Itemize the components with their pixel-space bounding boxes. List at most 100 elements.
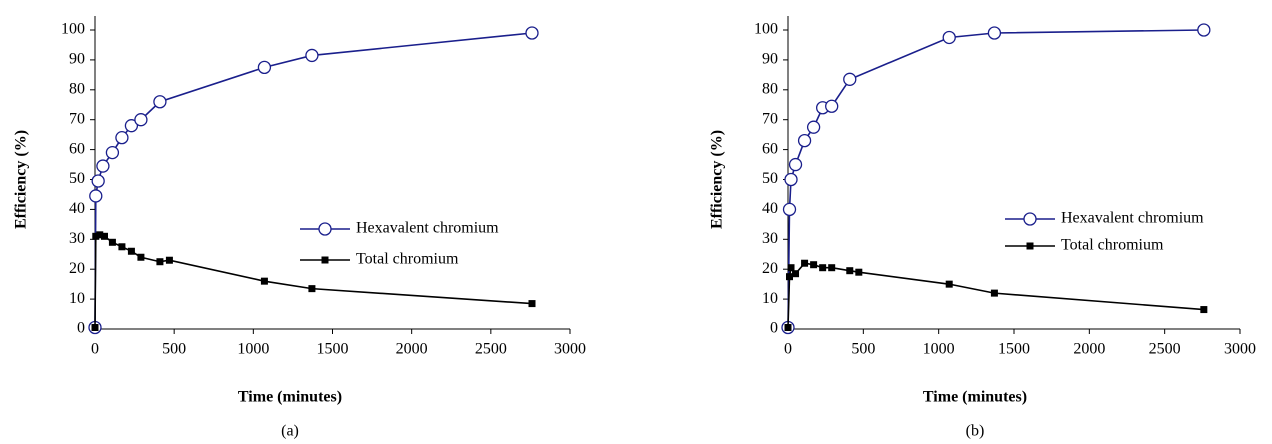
x-tick-label: 1000 xyxy=(923,341,955,358)
y-tick-label: 0 xyxy=(77,320,85,337)
x-tick-label: 500 xyxy=(162,341,186,358)
marker xyxy=(825,99,839,113)
x-axis-label: Time (minutes) xyxy=(238,389,342,406)
marker xyxy=(810,261,818,269)
marker xyxy=(92,232,100,240)
marker xyxy=(118,243,126,251)
marker xyxy=(260,277,268,285)
y-tick-label: 0 xyxy=(770,320,778,337)
marker xyxy=(787,264,795,272)
marker xyxy=(828,264,836,272)
marker xyxy=(305,48,319,63)
legend-label: Hexavalent chromium xyxy=(356,220,499,237)
x-tick-label: 2000 xyxy=(396,341,428,358)
marker xyxy=(784,324,792,332)
marker xyxy=(153,95,167,109)
marker xyxy=(91,324,99,332)
y-tick-label: 100 xyxy=(61,21,85,38)
y-tick-label: 100 xyxy=(754,21,778,38)
legend-label: Hexavalent chromium xyxy=(1061,210,1204,227)
y-tick-label: 90 xyxy=(762,51,778,68)
marker xyxy=(257,60,272,75)
x-tick-label: 1000 xyxy=(237,341,269,358)
y-tick-label: 80 xyxy=(69,80,85,97)
y-tick-label: 80 xyxy=(762,80,778,97)
x-tick-label: 1500 xyxy=(998,341,1030,358)
marker xyxy=(124,119,139,133)
marker xyxy=(137,253,145,261)
caption: (b) xyxy=(966,423,985,440)
x-tick-label: 500 xyxy=(851,341,875,358)
y-tick-label: 40 xyxy=(69,200,85,217)
y-tick-label: 10 xyxy=(69,290,85,307)
x-tick-label: 3000 xyxy=(554,341,586,358)
marker xyxy=(788,157,803,172)
y-tick-label: 50 xyxy=(762,170,778,187)
y-tick-label: 30 xyxy=(69,230,85,247)
x-tick-label: 3000 xyxy=(1224,341,1256,358)
y-tick-label: 70 xyxy=(762,110,778,127)
marker xyxy=(528,300,536,308)
y-tick-label: 20 xyxy=(69,260,85,277)
marker xyxy=(96,159,110,173)
legend-marker xyxy=(318,222,332,236)
marker xyxy=(127,247,135,255)
x-tick-label: 2500 xyxy=(475,341,507,358)
marker xyxy=(990,289,998,297)
x-tick-label: 1500 xyxy=(317,341,349,358)
y-tick-label: 60 xyxy=(69,140,85,157)
marker xyxy=(987,26,1002,40)
y-tick-label: 10 xyxy=(762,290,778,307)
marker xyxy=(855,268,863,276)
legend-marker xyxy=(1026,242,1034,250)
marker xyxy=(308,285,316,293)
marker xyxy=(782,202,797,217)
marker xyxy=(846,267,854,275)
marker xyxy=(942,30,956,45)
marker xyxy=(797,133,812,148)
marker xyxy=(1200,306,1208,314)
marker xyxy=(96,231,104,239)
y-axis-label: Efficiency (%) xyxy=(13,130,30,229)
legend-marker xyxy=(1023,212,1037,226)
y-tick-label: 70 xyxy=(69,110,85,127)
x-axis-label: Time (minutes) xyxy=(923,389,1027,406)
marker xyxy=(945,280,953,288)
y-tick-label: 40 xyxy=(762,200,778,217)
legend-label: Total chromium xyxy=(1061,237,1164,254)
y-tick-label: 30 xyxy=(762,230,778,247)
legend-marker xyxy=(321,256,329,264)
caption: (a) xyxy=(281,423,299,440)
marker xyxy=(105,145,120,160)
y-axis-label: Efficiency (%) xyxy=(709,130,726,229)
marker xyxy=(792,270,800,278)
marker xyxy=(134,113,148,127)
x-tick-label: 0 xyxy=(91,341,99,358)
x-tick-label: 2500 xyxy=(1149,341,1181,358)
marker xyxy=(819,264,827,272)
x-tick-label: 0 xyxy=(784,341,792,358)
marker xyxy=(784,172,798,187)
marker xyxy=(786,273,794,281)
legend-label: Total chromium xyxy=(356,251,459,268)
y-tick-label: 90 xyxy=(69,51,85,68)
marker xyxy=(101,232,108,240)
series-line xyxy=(94,233,533,328)
marker xyxy=(801,259,809,267)
marker xyxy=(525,26,539,40)
marker xyxy=(165,256,173,264)
y-tick-label: 60 xyxy=(762,140,778,157)
y-tick-label: 20 xyxy=(762,260,778,277)
marker xyxy=(1197,23,1211,37)
marker xyxy=(115,130,129,145)
x-tick-label: 2000 xyxy=(1073,341,1105,358)
marker xyxy=(156,258,164,266)
series-line xyxy=(94,32,533,328)
marker xyxy=(843,72,857,86)
marker xyxy=(108,238,116,246)
marker xyxy=(89,189,103,203)
marker xyxy=(91,174,105,188)
marker xyxy=(806,120,821,134)
y-tick-label: 50 xyxy=(69,170,85,187)
